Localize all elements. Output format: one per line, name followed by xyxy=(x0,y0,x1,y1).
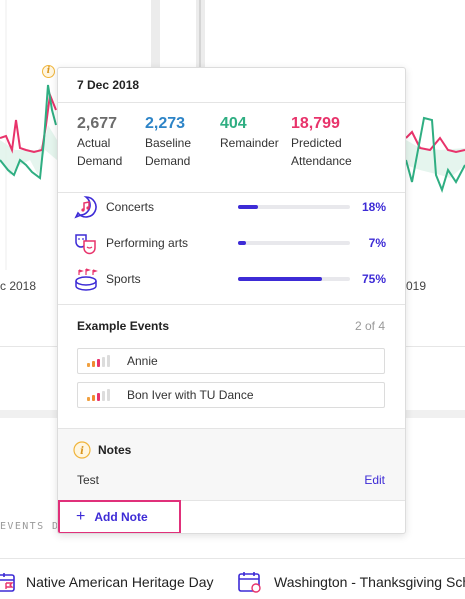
divider xyxy=(58,500,405,501)
category-bar-track xyxy=(238,241,350,245)
category-label: Concerts xyxy=(106,200,155,214)
metric-label: Predicted Attendance xyxy=(291,136,352,168)
x-axis-label: c 2018 xyxy=(0,279,37,293)
metric-label: Actual Demand xyxy=(77,136,123,168)
category-percent: 18% xyxy=(361,200,386,214)
metric-remainder: 404 Remainder xyxy=(220,115,300,152)
add-note-button[interactable]: + Add Note xyxy=(58,500,181,533)
holiday-label: Washington - Thanksgiving Sch xyxy=(274,574,465,590)
edit-note-link[interactable]: Edit xyxy=(364,473,385,487)
day-tooltip: 7 Dec 2018 2,677 Actual Demand 2,273 Bas… xyxy=(57,67,406,534)
category-bar-track xyxy=(238,205,350,209)
notes-title: Notes xyxy=(98,443,132,457)
actual-line xyxy=(0,84,57,180)
category-row-performing-arts: Performing arts 7% xyxy=(74,231,390,255)
note-text: Test xyxy=(77,473,100,487)
divider xyxy=(58,192,405,193)
example-event-item[interactable]: Bon Iver with TU Dance xyxy=(77,382,385,408)
notes-section xyxy=(58,428,405,500)
divider xyxy=(58,428,405,429)
info-icon: i xyxy=(73,441,91,459)
category-bar-fill xyxy=(238,241,246,245)
holiday-label: Native American Heritage Day xyxy=(26,574,214,590)
category-bar-fill xyxy=(238,205,259,209)
metric-value: 2,677 xyxy=(77,115,118,132)
category-row-concerts: Concerts 18% xyxy=(74,195,390,219)
divider xyxy=(58,304,405,305)
example-event-name: Annie xyxy=(127,354,158,368)
category-row-sports: Sports 75% xyxy=(74,267,390,291)
events-section-label: EVENTS DR xyxy=(0,521,67,532)
metric-label: Baseline Demand xyxy=(145,136,192,168)
add-note-label: Add Note xyxy=(94,510,148,524)
divider xyxy=(58,102,405,103)
example-events-title: Example Events xyxy=(77,319,170,333)
category-bar-track xyxy=(238,277,350,281)
info-marker-icon[interactable]: i xyxy=(42,65,55,78)
metric-predicted-attendance: 18,799 Predicted Attendance xyxy=(291,115,371,170)
theater-masks-icon xyxy=(75,234,96,255)
calendar-flag-icon xyxy=(0,573,15,592)
category-label: Sports xyxy=(106,272,141,286)
rank-bars-icon xyxy=(87,389,115,401)
category-bar-fill xyxy=(238,277,322,281)
example-event-name: Bon Iver with TU Dance xyxy=(127,388,254,402)
category-label: Performing arts xyxy=(106,236,189,250)
metric-baseline-demand: 2,273 Baseline Demand xyxy=(145,115,225,170)
example-events-count: 2 of 4 xyxy=(354,319,385,333)
metric-value: 404 xyxy=(220,115,247,132)
info-icon-glyph: i xyxy=(80,446,84,457)
stadium-icon xyxy=(75,268,98,291)
category-percent: 75% xyxy=(361,272,386,286)
actual-line-right xyxy=(405,116,465,194)
plus-icon: + xyxy=(76,508,86,525)
notes-header: i Notes xyxy=(73,441,131,459)
metric-actual-demand: 2,677 Actual Demand xyxy=(77,115,157,170)
metric-value: 18,799 xyxy=(291,115,340,132)
example-event-item[interactable]: Annie xyxy=(77,348,385,374)
events-divider xyxy=(0,558,465,559)
predicted-line-right xyxy=(405,130,465,154)
metric-value: 2,273 xyxy=(145,115,186,132)
music-note-icon xyxy=(74,196,97,219)
rank-bars-icon xyxy=(87,355,115,367)
category-percent: 7% xyxy=(368,236,386,250)
x-axis-label: 019 xyxy=(406,279,427,293)
calendar-apple-icon xyxy=(238,572,261,593)
metric-label: Remainder xyxy=(220,136,279,150)
holiday-item[interactable]: Washington - Thanksgiving Sch xyxy=(238,568,465,596)
tooltip-date: 7 Dec 2018 xyxy=(77,78,140,92)
holiday-item[interactable]: Native American Heritage Day xyxy=(0,568,214,596)
predicted-line xyxy=(0,91,57,154)
